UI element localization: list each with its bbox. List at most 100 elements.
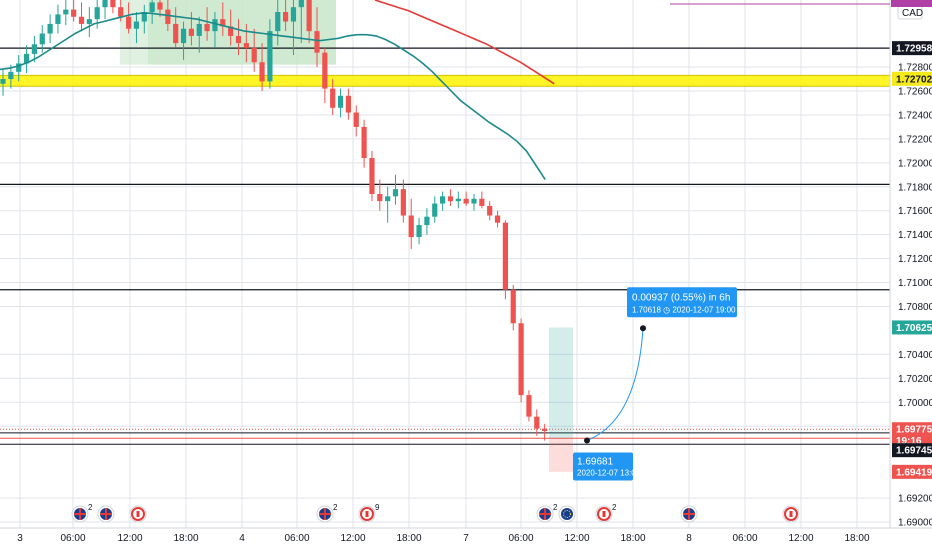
price-tag: 1.69775 (892, 422, 932, 437)
uk-flag-icon[interactable] (97, 505, 115, 523)
candle-body (228, 26, 234, 36)
time-tick-label: 4 (239, 533, 245, 544)
price-tick-label: 1.72200 (898, 134, 932, 145)
candle-body (494, 215, 501, 223)
price-tag-box (892, 320, 932, 335)
candle-body (55, 14, 61, 24)
candle-body (455, 198, 461, 202)
price-tick-label: 1.72600 (898, 86, 932, 97)
uk-flag-icon[interactable]: 2 (71, 503, 93, 523)
candle-body (243, 43, 249, 48)
candle-body (377, 193, 383, 202)
canada-flag-icon[interactable]: 9 (358, 503, 380, 523)
time-tick-label: 12:00 (340, 533, 365, 544)
candle-body (392, 189, 399, 197)
price-tag: 1.69419 (892, 464, 932, 479)
eu-flag-icon[interactable] (558, 505, 576, 523)
flag-leaf (136, 511, 140, 517)
candle-body (400, 189, 406, 216)
projection-start-point (584, 437, 590, 444)
price-tick-label: 1.71800 (898, 182, 932, 193)
price-tag-box (892, 443, 932, 458)
event-count-badge: 2 (333, 503, 338, 512)
candles (0, 0, 548, 441)
event-count-badge: 2 (612, 503, 617, 512)
grid-lines (0, 0, 890, 528)
candle-body (267, 31, 273, 82)
candle-body (306, 0, 312, 32)
candle-body (110, 0, 116, 8)
candle-body (78, 16, 85, 24)
candle-body (487, 205, 493, 216)
time-tick-label: 12:00 (117, 533, 142, 544)
price-tag-box (892, 464, 932, 479)
event-count-badge: 9 (375, 503, 380, 512)
candle-body (330, 88, 336, 108)
price-tick-label: 1.71000 (898, 278, 932, 289)
candle-body (71, 9, 77, 17)
uk-flag-icon[interactable]: 2 (316, 503, 338, 523)
candle-body (157, 2, 163, 10)
candle-body (542, 428, 548, 432)
price-tick-label: 1.71200 (898, 254, 932, 265)
time-tick-label: 12:00 (788, 533, 813, 544)
candle-body (259, 62, 265, 82)
candle-body (290, 7, 297, 22)
candle-body (408, 215, 414, 238)
candle-body (432, 203, 438, 217)
candle-body (63, 9, 69, 15)
candle-body (0, 79, 6, 84)
candle-body (141, 11, 147, 22)
candle-body (180, 28, 187, 44)
time-tick-label: 06:00 (732, 533, 757, 544)
price-axis: 1.72800 1.72600 1.72400 1.72200 1.72000 1.718… (889, 0, 932, 529)
candle-body (275, 11, 281, 32)
price-tick-label: 1.72800 (898, 63, 932, 74)
candle-body (39, 33, 45, 45)
price-tag-box (892, 71, 932, 86)
price-tag-box (892, 422, 932, 437)
candle-body (23, 53, 30, 64)
candle-body (220, 19, 226, 27)
position-stop-zone (549, 438, 573, 472)
canada-flag-icon[interactable]: 2 (595, 503, 617, 523)
currency-badge: CAD (897, 5, 923, 20)
candle-body (353, 112, 359, 127)
candle-body (283, 11, 289, 22)
time-axis-bg (0, 528, 932, 550)
canada-flag-icon[interactable] (782, 505, 800, 523)
candle-body (235, 35, 242, 44)
price-tick-label: 1.72400 (898, 110, 932, 121)
canada-flag-icon[interactable] (129, 505, 147, 523)
projection-start-text: 1.69681 (577, 456, 614, 467)
candle-body (416, 225, 422, 238)
candle-body (479, 198, 485, 206)
time-tick-label: 06:00 (508, 533, 533, 544)
candle-body (165, 9, 171, 24)
uk-flag-icon[interactable]: 2 (536, 503, 558, 523)
candle-body (16, 63, 22, 72)
projection-end-label: 0.00937 (0.55%) in 6h 1.70618 ◷ 2020-12-0… (627, 287, 737, 318)
moving-average-fast (0, 12, 546, 181)
projection-start-date: 2020-12-07 13:00 (577, 468, 641, 477)
projection-change-text: 0.00937 (0.55%) in 6h (632, 292, 730, 303)
projection-end-box (627, 287, 737, 318)
candle-body (369, 158, 375, 194)
indicator-tag (891, 0, 932, 7)
price-tag: 1.72702 (892, 71, 932, 86)
time-tick-label: 18:00 (396, 533, 421, 544)
price-tag-text: 1.72702 (896, 74, 932, 85)
projection-start-box (573, 452, 633, 481)
time-tick-label: 18:00 (844, 533, 869, 544)
price-tag-text: 19:16 (896, 436, 922, 447)
price-tick-label: 1.70800 (898, 302, 932, 313)
time-tick-label: 18:00 (620, 533, 645, 544)
flag-leaf (602, 511, 606, 517)
time-tick-label: 8 (686, 533, 692, 544)
uk-flag-icon[interactable] (680, 505, 698, 523)
event-count-badge: 2 (88, 503, 93, 512)
candle-body (173, 23, 179, 44)
candle-body (502, 222, 508, 290)
